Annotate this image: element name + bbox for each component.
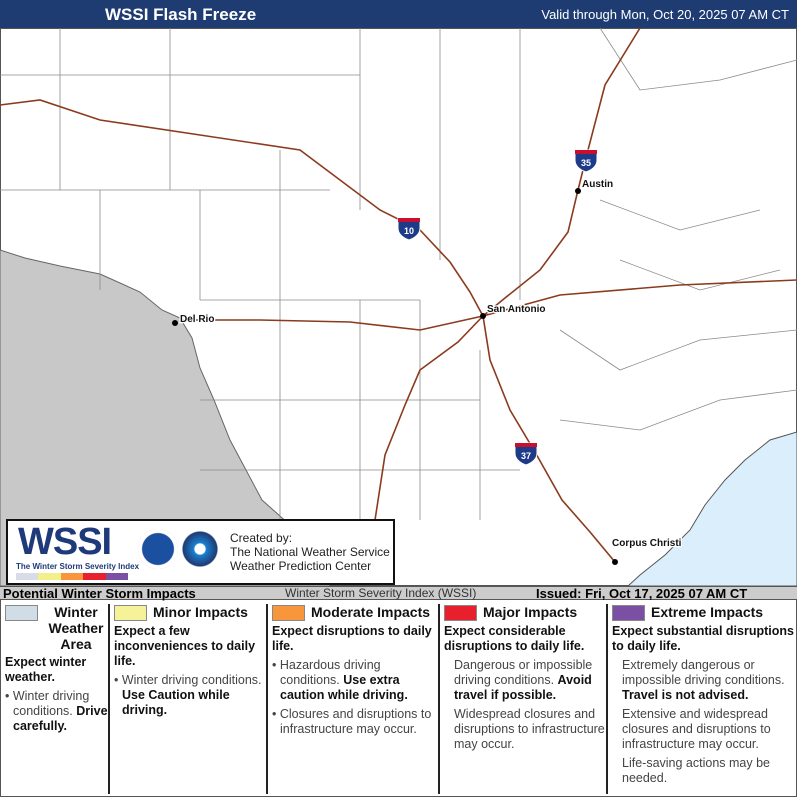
- interstate-shield-37: 37: [514, 442, 538, 466]
- wssi-subtitle: The Winter Storm Severity Index: [16, 562, 140, 571]
- legend-winter-weather-area: Winter Weather Area Expect winter weathe…: [5, 604, 108, 733]
- city-austin: Austin: [582, 179, 613, 190]
- legend-moderate: Moderate Impacts Expect disruptions to d…: [266, 604, 438, 794]
- city-corpus-christi: Corpus Christi: [612, 538, 682, 549]
- wssi-logo: WSSI: [18, 521, 112, 563]
- info-bar: Potential Winter Storm Impacts Winter St…: [0, 586, 797, 600]
- issued-time: Issued: Fri, Oct 17, 2025 07 AM CT: [536, 586, 748, 601]
- credits-text: Created by: The National Weather Service W…: [230, 531, 390, 573]
- map[interactable]: 10 35 37 Austin San Antonio Del Rio Corp…: [0, 28, 797, 586]
- svg-text:37: 37: [521, 451, 531, 461]
- nws-logo-icon: [138, 529, 178, 569]
- swatch: [114, 605, 147, 621]
- interstate-shield-10: 10: [397, 217, 421, 241]
- impact-legend: Winter Weather Area Expect winter weathe…: [0, 600, 797, 797]
- index-name: Winter Storm Severity Index (WSSI): [285, 586, 477, 600]
- swatch: [444, 605, 477, 621]
- county-lines: [0, 28, 797, 520]
- svg-text:35: 35: [581, 158, 591, 168]
- legend-minor: Minor Impacts Expect a few inconvenience…: [108, 604, 266, 794]
- city-del-rio: Del Rio: [180, 314, 214, 325]
- interstate-shield-35: 35: [574, 149, 598, 173]
- swatch: [612, 605, 645, 621]
- swatch: [272, 605, 305, 621]
- swatch: [5, 605, 38, 621]
- valid-time: Valid through Mon, Oct 20, 2025 07 AM CT: [541, 7, 789, 22]
- gulf-of-mexico: [627, 431, 797, 586]
- credits-box: WSSI The Winter Storm Severity Index Cre…: [6, 519, 395, 585]
- city-san-antonio: San Antonio: [487, 304, 546, 315]
- map-title: WSSI Flash Freeze: [105, 5, 257, 24]
- legend-extreme: Extreme Impacts Expect substantial disru…: [606, 604, 797, 794]
- noaa-logo-icon: [180, 529, 220, 569]
- legend-major: Major Impacts Expect considerable disrup…: [438, 604, 606, 794]
- svg-text:10: 10: [404, 226, 414, 236]
- severity-color-bar: [16, 573, 129, 580]
- header: WSSI Flash Freeze Valid through Mon, Oct…: [0, 0, 797, 28]
- impacts-heading: Potential Winter Storm Impacts: [3, 586, 196, 601]
